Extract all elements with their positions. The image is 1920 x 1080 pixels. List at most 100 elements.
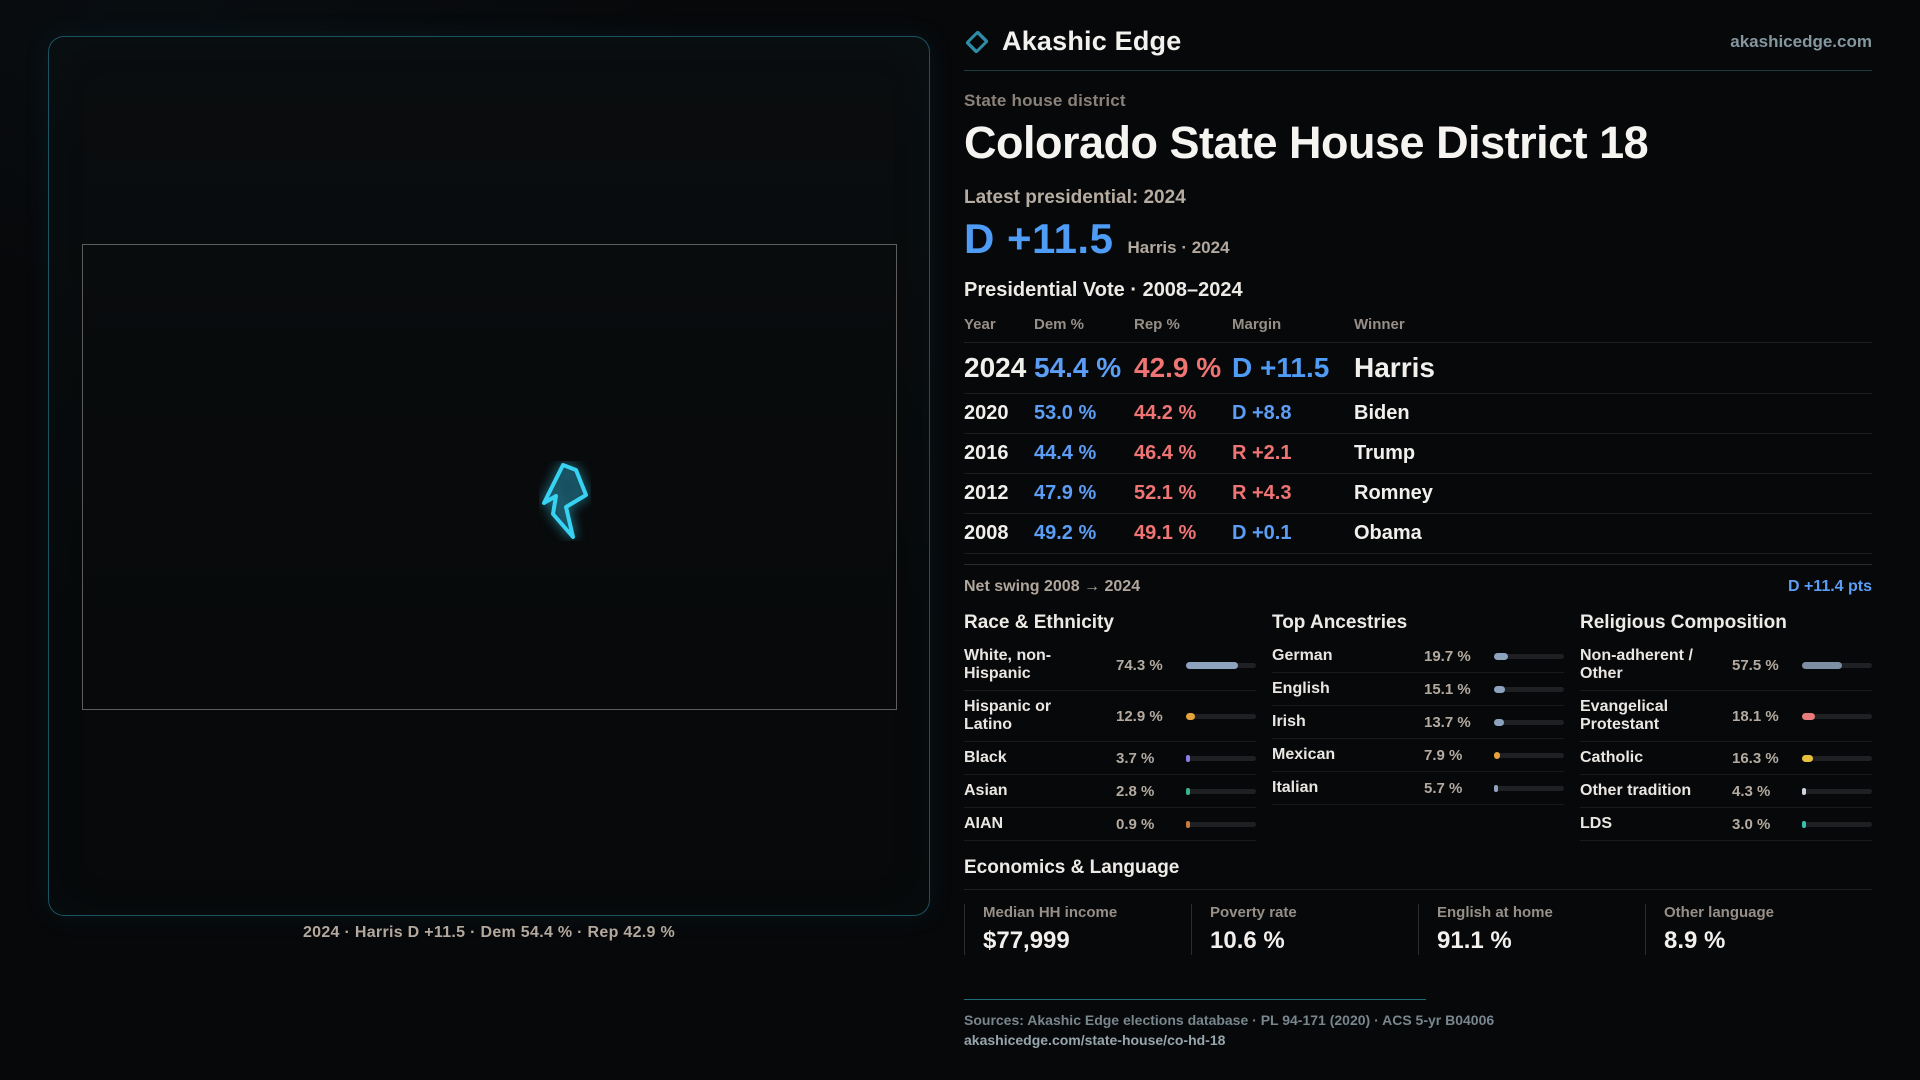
list-item: LDS 3.0 %	[1580, 808, 1872, 841]
diamond-logo-icon	[965, 29, 989, 54]
table-row: 2012 47.9 % 52.1 % R +4.3 Romney	[964, 474, 1872, 514]
brand-header: Akashic Edge akashicedge.com	[964, 26, 1872, 71]
list-item: AIAN 0.9 %	[964, 808, 1256, 841]
presidential-vote-table: Year Dem % Rep % Margin Winner 2024 54.4…	[964, 310, 1872, 554]
mini-bar	[1494, 652, 1564, 660]
district-map-panel	[48, 36, 930, 916]
dem-cell: 53.0 %	[1034, 402, 1097, 424]
list-item: Black 3.7 %	[964, 742, 1256, 775]
col-header-winner: Winner	[1354, 316, 1405, 333]
winner-cell: Harris	[1354, 352, 1435, 383]
stat-median-hh-income: Median HH income $77,999	[964, 904, 1191, 955]
year-cell: 2024	[964, 352, 1027, 383]
mini-bar	[1802, 787, 1872, 795]
mini-bar	[1802, 712, 1872, 720]
district-shape-highlight	[542, 463, 588, 539]
list-item: Other tradition 4.3 %	[1580, 775, 1872, 808]
permalink[interactable]: akashicedge.com/state-house/co-hd-18	[964, 1032, 1226, 1048]
margin-cell: R +4.3	[1232, 482, 1292, 504]
brand-name: Akashic Edge	[1002, 26, 1182, 56]
headline-margin-value: D +11.5	[964, 215, 1114, 262]
mini-bar	[1802, 820, 1872, 828]
dem-cell: 54.4 %	[1034, 352, 1122, 383]
winner-cell: Trump	[1354, 442, 1416, 464]
headline-context: Harris · 2024	[1127, 238, 1230, 257]
margin-cell: R +2.1	[1232, 442, 1292, 464]
mini-bar	[1186, 661, 1256, 669]
dem-cell: 49.2 %	[1034, 522, 1097, 544]
data-column: Akashic Edge akashicedge.com State house…	[964, 26, 1872, 1048]
list-item: Catholic 16.3 %	[1580, 742, 1872, 775]
stat-english-at-home: English at home 91.1 %	[1418, 904, 1645, 955]
map-caption: 2024 · Harris D +11.5 · Dem 54.4 % · Rep…	[302, 924, 676, 941]
list-item: Non-adherent / Other 57.5 %	[1580, 640, 1872, 691]
winner-cell: Romney	[1354, 482, 1433, 504]
mini-bar	[1186, 712, 1256, 720]
headline-margin-row: D +11.5 Harris · 2024	[964, 215, 1872, 263]
demographics-grid: Race & Ethnicity White, non-Hispanic 74.…	[964, 612, 1872, 841]
col-header-margin: Margin	[1232, 316, 1282, 333]
rep-cell: 46.4 %	[1134, 442, 1197, 464]
year-cell: 2012	[964, 482, 1009, 504]
stat-other-language: Other language 8.9 %	[1645, 904, 1872, 955]
winner-cell: Obama	[1354, 522, 1422, 544]
list-item: Evangelical Protestant 18.1 %	[1580, 691, 1872, 742]
rep-cell: 44.2 %	[1134, 402, 1197, 424]
margin-cell: D +8.8	[1232, 402, 1292, 424]
category-label: State house district	[964, 91, 1126, 110]
latest-presidential-label: Latest presidential: 2024	[964, 187, 1186, 208]
rep-cell: 42.9 %	[1134, 352, 1222, 383]
margin-cell: D +0.1	[1232, 522, 1292, 544]
table-row: 2016 44.4 % 46.4 % R +2.1 Trump	[964, 434, 1872, 474]
list-item: Hispanic or Latino 12.9 %	[964, 691, 1256, 742]
rep-cell: 49.1 %	[1134, 522, 1197, 544]
page-title: Colorado State House District 18	[964, 117, 1649, 168]
top-ancestries-section: Top Ancestries German 19.7 % English 15.…	[1272, 612, 1564, 805]
table-row: 2020 53.0 % 44.2 % D +8.8 Biden	[964, 394, 1872, 434]
vote-table-title: Presidential Vote · 2008–2024	[964, 279, 1243, 301]
religious-composition-section: Religious Composition Non-adherent / Oth…	[1580, 612, 1872, 841]
rep-cell: 52.1 %	[1134, 482, 1197, 504]
net-swing-value: D +11.4 pts	[1787, 578, 1872, 595]
list-item: White, non-Hispanic 74.3 %	[964, 640, 1256, 691]
year-cell: 2008	[964, 522, 1009, 544]
mini-bar	[1186, 820, 1256, 828]
year-cell: 2020	[964, 402, 1009, 424]
colorado-state-outline	[82, 244, 897, 710]
list-item: German 19.7 %	[1272, 640, 1564, 673]
footer-divider	[964, 999, 1426, 1000]
table-row: 2008 49.2 % 49.1 % D +0.1 Obama	[964, 514, 1872, 554]
vote-table-header: Year Dem % Rep % Margin Winner	[964, 310, 1872, 343]
mini-bar	[1802, 661, 1872, 669]
net-swing-row: Net swing 2008 → 2024 D +11.4 pts	[964, 564, 1872, 596]
table-row: 2024 54.4 % 42.9 % D +11.5 Harris	[964, 343, 1872, 394]
dem-cell: 44.4 %	[1034, 442, 1097, 464]
mini-bar	[1494, 718, 1564, 726]
ancestry-section-title: Top Ancestries	[1272, 612, 1408, 633]
list-item: Mexican 7.9 %	[1272, 739, 1564, 772]
col-header-dem: Dem %	[1034, 316, 1085, 333]
col-header-rep: Rep %	[1134, 316, 1180, 333]
net-swing-label: Net swing 2008 → 2024	[964, 578, 1141, 595]
religion-section-title: Religious Composition	[1580, 612, 1787, 633]
list-item: Italian 5.7 %	[1272, 772, 1564, 805]
mini-bar	[1494, 751, 1564, 759]
race-ethnicity-section: Race & Ethnicity White, non-Hispanic 74.…	[964, 612, 1256, 841]
list-item: Asian 2.8 %	[964, 775, 1256, 808]
mini-bar	[1186, 787, 1256, 795]
winner-cell: Biden	[1354, 402, 1410, 424]
margin-cell: D +11.5	[1232, 352, 1330, 383]
brand-site-link[interactable]: akashicedge.com	[1730, 31, 1872, 51]
list-item: Irish 13.7 %	[1272, 706, 1564, 739]
stat-poverty-rate: Poverty rate 10.6 %	[1191, 904, 1418, 955]
race-section-title: Race & Ethnicity	[964, 612, 1114, 633]
mini-bar	[1494, 784, 1564, 792]
list-item: English 15.1 %	[1272, 673, 1564, 706]
economics-section-title: Economics & Language	[964, 857, 1872, 890]
mini-bar	[1186, 754, 1256, 762]
dem-cell: 47.9 %	[1034, 482, 1097, 504]
year-cell: 2016	[964, 442, 1009, 464]
economics-stats: Median HH income $77,999 Poverty rate 10…	[964, 904, 1872, 955]
col-header-year: Year	[964, 316, 996, 333]
sources-text: Sources: Akashic Edge elections database…	[964, 1012, 1495, 1028]
